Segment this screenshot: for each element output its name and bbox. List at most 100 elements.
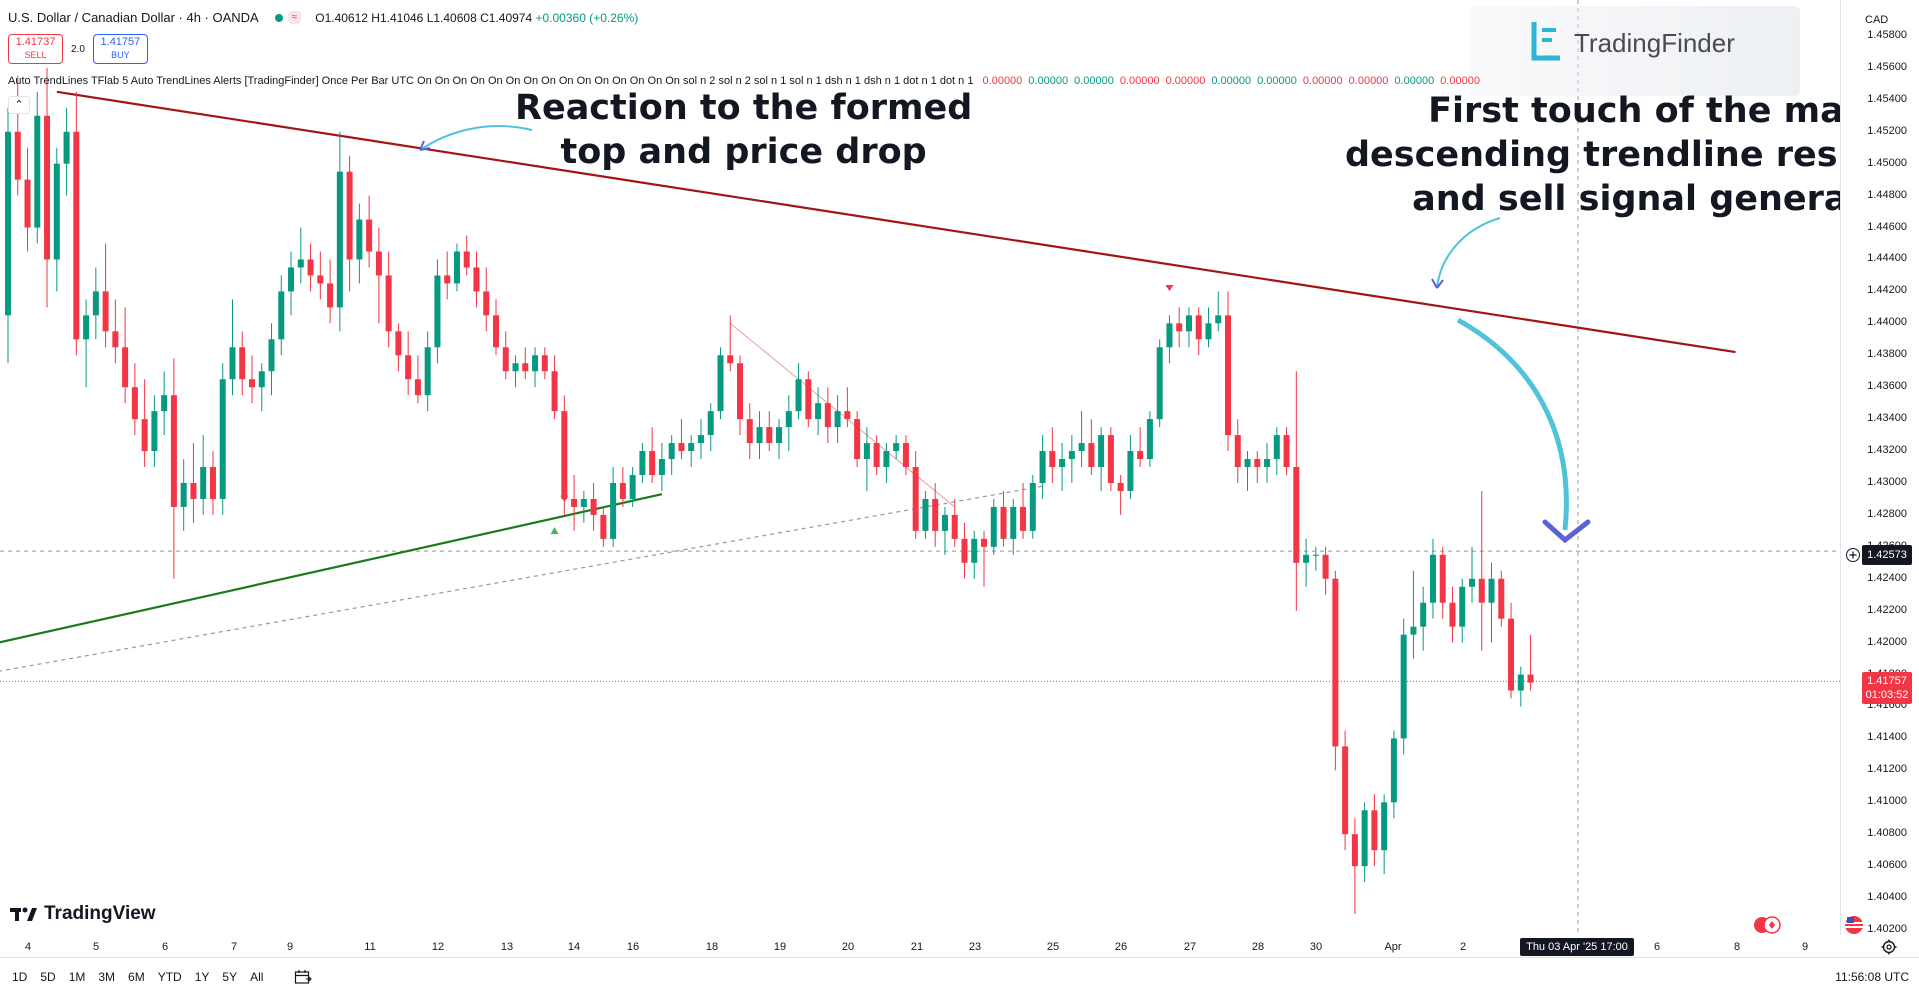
chart-area[interactable]	[0, 0, 1840, 935]
candle-body	[1410, 626, 1417, 635]
candle-body	[971, 538, 978, 563]
bar-countdown: 01:03:52	[1865, 689, 1909, 701]
tradingfinder-logo-text: TradingFinder	[1574, 28, 1735, 58]
candle-body	[375, 251, 382, 276]
range-button-1d[interactable]: 1D	[12, 970, 28, 984]
candle-body	[1478, 578, 1485, 603]
chart-settings-icon[interactable]	[1880, 938, 1898, 956]
time-tick-label: 23	[968, 941, 982, 953]
currency-label[interactable]: CAD	[1865, 14, 1889, 26]
collapse-legend-button[interactable]: ⌃	[8, 96, 30, 114]
price-tick-label: 1.41400	[1867, 731, 1907, 744]
candle-body	[805, 379, 812, 420]
candle-body	[532, 355, 539, 372]
candle-body	[1498, 578, 1505, 619]
range-button-5d[interactable]: 5D	[40, 970, 56, 984]
high-value: H1.41046	[371, 10, 424, 25]
date-range-icon[interactable]	[294, 969, 313, 985]
sell-button[interactable]: 1.41737 SELL	[8, 34, 63, 64]
candle-body	[1351, 834, 1358, 867]
buy-button[interactable]: 1.41757 BUY	[92, 34, 148, 64]
annotation-left-line1: Reaction to the formed	[515, 88, 973, 128]
range-button-ytd[interactable]: YTD	[157, 970, 182, 984]
event-flags-icon[interactable]	[1752, 914, 1782, 936]
candle-body	[1059, 459, 1066, 468]
candle-body	[1449, 602, 1456, 627]
time-tick-label: 20	[841, 941, 855, 953]
candle-body	[1322, 554, 1329, 579]
candle-body	[356, 219, 363, 260]
candle-body	[317, 275, 324, 284]
candle-body	[336, 171, 343, 308]
header-sep-2: ·	[200, 10, 213, 25]
time-tick-label: 21	[910, 941, 924, 953]
candle-body	[493, 315, 499, 348]
current-price-label: 1.41757 01:03:52	[1862, 672, 1912, 704]
candle-body	[1205, 323, 1212, 340]
indicator-legend[interactable]: Auto TrendLines TFlab 5 Auto TrendLines …	[8, 75, 1480, 87]
price-tick-label: 1.42400	[1867, 571, 1907, 584]
candle-body	[1020, 506, 1027, 531]
annotation-right: First touch of the major descending tren…	[1345, 89, 1919, 221]
candle-body	[346, 171, 353, 260]
candle-body	[912, 467, 919, 531]
range-button-6m[interactable]: 6M	[128, 970, 145, 984]
tradingview-logo[interactable]: TradingView	[10, 903, 156, 925]
range-button-1m[interactable]: 1M	[68, 970, 86, 984]
candle-body	[717, 355, 724, 412]
price-tick-label: 1.45000	[1867, 156, 1907, 169]
range-button-3m[interactable]: 3M	[98, 970, 116, 984]
candle-body	[268, 339, 275, 372]
utc-clock[interactable]: 11:56:08 UTC	[1835, 970, 1909, 984]
tradingview-logo-icon	[10, 907, 37, 921]
bottom-toolbar: 1D 5D 1M 3M 6M YTD 1Y 5Y All 11:56:08 UTC	[0, 957, 1919, 996]
crosshair-price-label: 1.42573	[1862, 545, 1912, 565]
candle-body	[941, 514, 948, 531]
symbol-name[interactable]: U.S. Dollar / Canadian Dollar	[8, 10, 175, 25]
candle-body	[1049, 451, 1056, 468]
buy-label: BUY	[111, 50, 130, 60]
timeframe[interactable]: 4h	[186, 10, 201, 25]
candle-body	[1283, 435, 1290, 468]
time-axis[interactable]: 4 5 6 7 9 11 12 13 14 16 18 19 20 21 23 25 26 27 28 30 Apr 2 6…	[0, 935, 1840, 957]
price-tick-label: 1.43400	[1867, 412, 1907, 425]
time-tick-label: 5	[92, 941, 100, 953]
time-tick-label: 4	[24, 941, 32, 953]
candle-body	[1176, 323, 1183, 332]
candle-body	[209, 467, 216, 499]
range-buttons: 1D 5D 1M 3M 6M YTD 1Y 5Y All	[12, 970, 276, 984]
candle-body	[1273, 435, 1280, 460]
candle-body	[385, 275, 392, 332]
candle-body	[483, 291, 490, 316]
candle-body	[746, 419, 753, 444]
candle-body	[34, 115, 41, 228]
indicator-value: 0.00000	[982, 75, 1023, 87]
range-button-5y[interactable]: 5Y	[222, 970, 238, 984]
range-button-all[interactable]: All	[250, 970, 264, 984]
candle-body	[854, 419, 861, 460]
candle-body	[629, 475, 636, 499]
add-alert-icon[interactable]	[1845, 547, 1861, 563]
indicator-value: 0.00000	[1165, 75, 1206, 87]
candle-body	[1400, 634, 1407, 739]
candle-body	[1195, 315, 1202, 340]
us-flag-icon[interactable]	[1843, 914, 1865, 936]
candle-body	[776, 427, 783, 444]
time-tick-label: 14	[567, 941, 581, 953]
symbol-header[interactable]: U.S. Dollar / Canadian Dollar · 4h · OAN…	[8, 10, 638, 25]
indicator-text[interactable]: Auto TrendLines TFlab 5 Auto TrendLines …	[8, 75, 974, 87]
candle-body	[824, 403, 831, 428]
annotation-left: Reaction to the formed top and price dro…	[515, 86, 972, 174]
candle-body	[405, 355, 412, 380]
trade-panel: 1.41737 SELL 2.0 1.41757 BUY	[8, 34, 148, 64]
candle-body	[258, 371, 265, 388]
candle-body	[473, 267, 480, 292]
trendline-minor	[729, 322, 956, 508]
range-button-1y[interactable]: 1Y	[194, 970, 210, 984]
indicator-value: 0.00000	[1119, 75, 1160, 87]
candle-body	[1459, 586, 1466, 627]
candle-body	[1215, 315, 1222, 324]
candle-body	[14, 131, 21, 180]
candlestick-chart[interactable]	[0, 0, 1840, 935]
price-axis[interactable]: CAD 1.45800 1.45600 1.45400 1.45200 1.45000 1…	[1840, 0, 1919, 935]
